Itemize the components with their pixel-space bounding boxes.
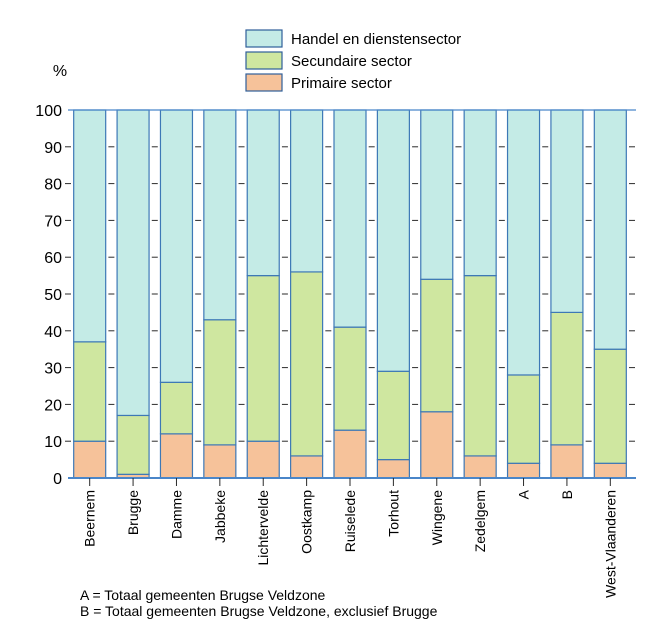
bar-segment [506,109,541,376]
bar-segment [376,109,410,372]
bar-stack [463,109,497,479]
bar-segment [420,278,454,413]
x-category-label: A [516,489,532,499]
bar-segment [246,275,280,442]
bar-stack [290,109,324,479]
y-axis: 0 10 20 30 40 50 60 70 80 90 100 [35,103,62,488]
y-axis-unit-label: % [53,63,67,80]
y-tick-label: 40 [44,324,62,341]
y-tick-label: 30 [44,361,62,378]
bar-segment [116,109,150,417]
x-axis: Beernem Brugge Damme Jabbeke Lichtervelde Oos… [68,109,636,598]
bar-segment [550,444,584,479]
bar-segment [290,271,324,457]
bar-stack [550,109,584,479]
bar-stack [420,109,454,479]
bar-stack [203,109,237,479]
legend-label: Primaire sector [291,75,392,92]
bar-segment [290,455,324,479]
x-category-label: Lichtervelde [255,490,271,566]
bar-segment [333,326,367,431]
y-tick-label: 90 [44,140,62,157]
bar-segment [593,109,627,350]
x-category-label: Oostkamp [299,490,315,554]
footnote: B = Totaal gemeenten Brugse Veldzone, ex… [80,603,438,619]
y-tick-label: 80 [44,177,62,194]
bar-segment [203,109,237,321]
x-category-label: Brugge [125,490,141,535]
bar-stack [593,109,627,479]
bar-segment [593,348,627,464]
bar-segment [550,109,584,313]
bar-segment [203,444,237,479]
legend-label: Handel en dienstensector [291,31,461,48]
bar-segment [290,109,324,273]
x-category-label: Jabbeke [212,490,228,543]
bar-segment [593,462,627,479]
bar-segment [246,440,280,479]
x-category-label: Wingene [429,490,445,545]
x-category-label: B [559,490,575,499]
bar-segment [246,109,280,277]
bar-stack [116,109,150,479]
bar-segment [159,381,194,435]
bar-segment [73,341,107,442]
bar-segment [506,374,541,464]
legend: Handel en dienstensector Secundaire secto… [245,29,461,92]
bar-segment [73,109,107,343]
bar-stack [73,109,107,479]
y-tick-label: 60 [44,250,62,267]
x-category-label: West-Vlaanderen [602,490,618,598]
x-category-label: Ruiselede [342,490,358,552]
y-tick-label: 20 [44,397,62,414]
bar-segment [463,109,497,277]
legend-swatch [245,73,283,92]
bar-segment [420,109,454,280]
bar-stack [506,109,541,479]
bar-segment [420,411,454,479]
bar-segment [203,319,237,446]
y-tick-label: 0 [53,471,62,488]
y-tick-label: 70 [44,213,62,230]
x-category-label: Damme [168,490,184,539]
legend-label: Secundaire sector [291,53,412,70]
footnote: A = Totaal gemeenten Brugse Veldzone [80,587,326,603]
x-category-label: Zedelgem [472,490,488,552]
bar-stack [159,109,194,479]
y-tick-label: 10 [44,434,62,451]
bar-segment [506,462,541,479]
bar-segment [159,109,194,383]
bar-stack [333,109,367,479]
bar-segment [376,459,410,479]
bar-segment [463,275,497,457]
y-tick-label: 100 [35,103,62,120]
bar-segment [376,370,410,461]
bar-stack [376,109,410,479]
bar-segment [550,311,584,446]
bar-segment [73,440,107,479]
y-tick-label: 50 [44,287,62,304]
bar-segment [159,433,194,479]
bar-segment [116,414,150,475]
bar-segment [333,109,367,328]
x-category-label: Beernem [82,490,98,547]
bar-segment [333,429,367,479]
x-category-label: Torhout [385,490,401,537]
bars [65,109,635,479]
legend-swatch [245,29,283,48]
bar-stack [246,109,280,479]
bar-segment [463,455,497,479]
legend-swatch [245,51,283,70]
